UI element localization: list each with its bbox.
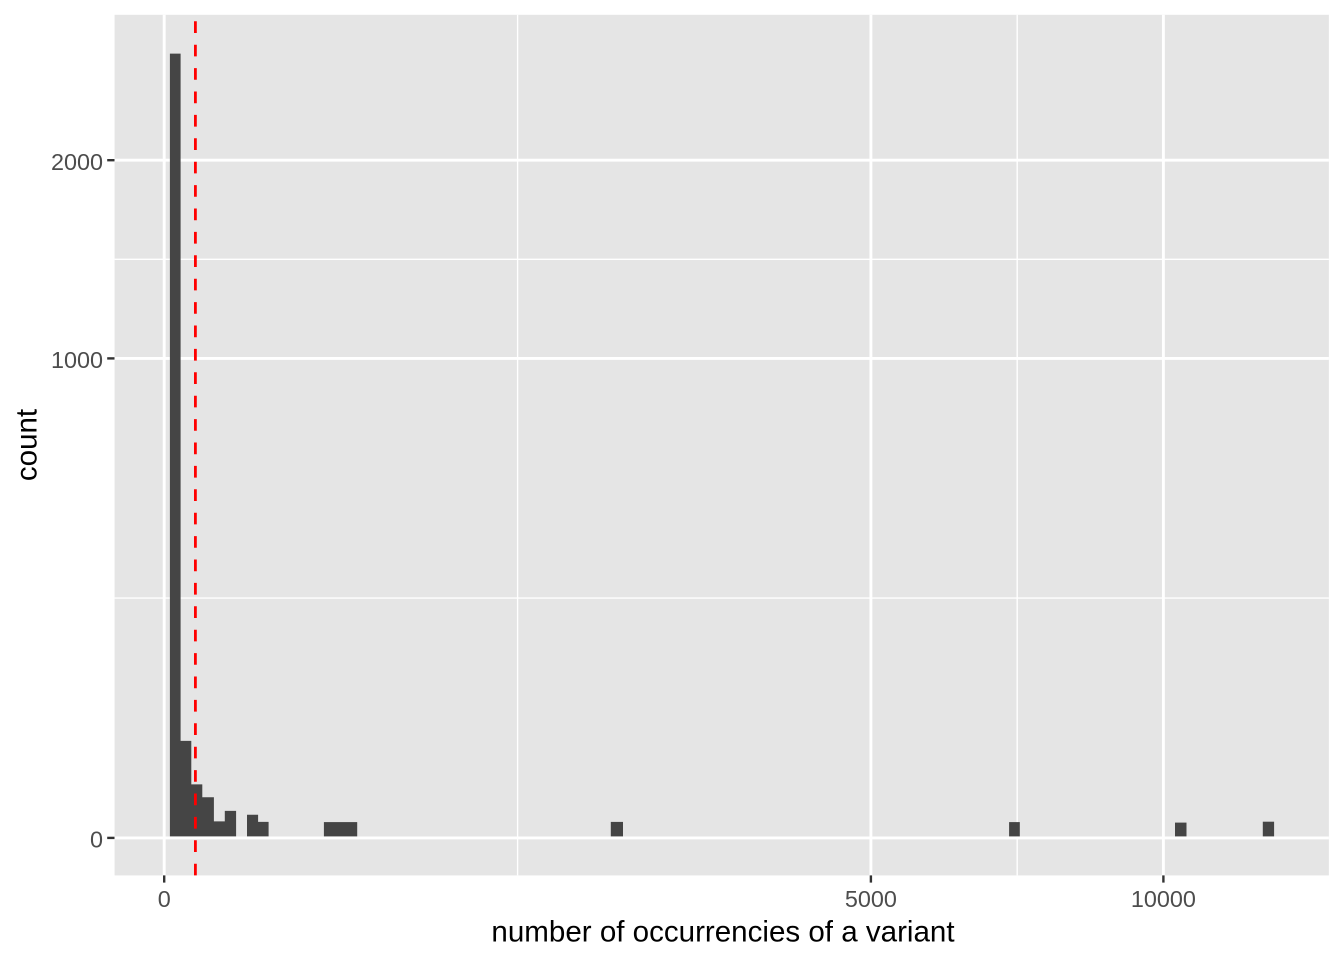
svg-text:0: 0 [90,827,103,853]
svg-text:count: count [11,409,44,481]
svg-text:number of occurrencies of a va: number of occurrencies of a variant [491,915,954,948]
svg-text:1000: 1000 [51,347,103,373]
svg-text:5000: 5000 [845,886,897,912]
svg-text:2000: 2000 [51,149,103,175]
svg-text:0: 0 [158,886,171,912]
svg-text:10000: 10000 [1131,886,1196,912]
